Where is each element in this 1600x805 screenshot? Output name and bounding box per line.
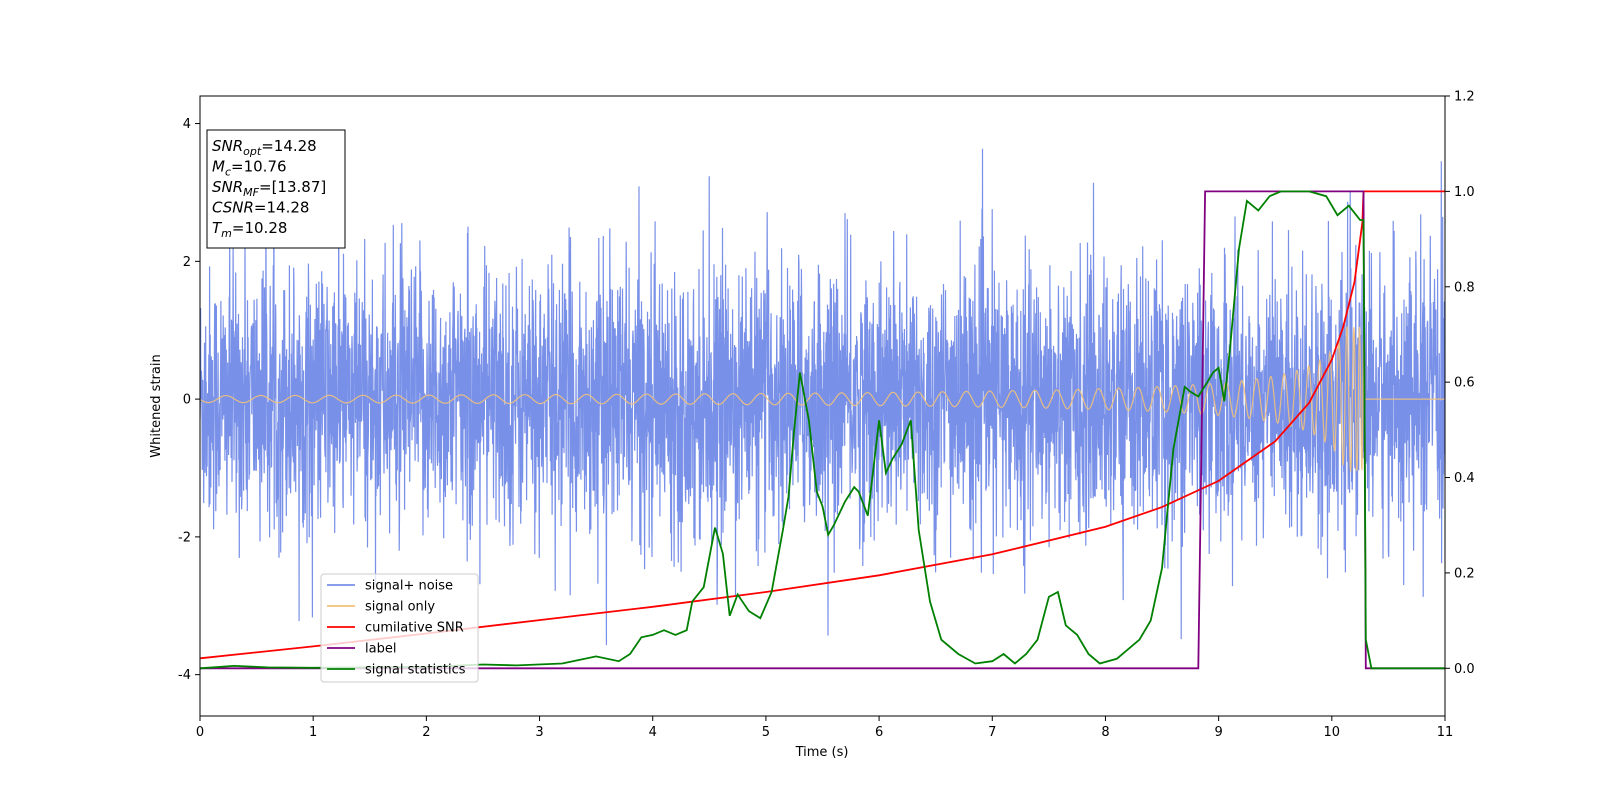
y2-tick-label: 0.2 — [1454, 566, 1475, 581]
info-box-frame — [206, 129, 346, 249]
y2-tick-label: 0.0 — [1454, 662, 1475, 677]
x-tick-label: 3 — [535, 725, 543, 740]
x-axis-label: Time (s) — [795, 745, 849, 760]
y-tick-label: -2 — [178, 530, 191, 545]
x-tick-label: 10 — [1324, 725, 1341, 740]
axes: 0 1 2 3 4 5 6 7 8 9 10 11 -4 -2 0 2 4 0.0 0.2 0.4 0.6 0.8 1.0 1… — [178, 90, 1475, 741]
info-line: SNRopt=14.28 — [212, 137, 317, 158]
x-tick-label: 5 — [762, 725, 770, 740]
y-tick-label: 4 — [183, 117, 191, 132]
legend-label: label — [365, 642, 396, 657]
y2-tick-label: 1.2 — [1454, 90, 1475, 105]
info-line: CSNR=14.28 — [212, 199, 309, 217]
y-axis-label: Whitened strain — [149, 354, 164, 457]
x-tick-label: 11 — [1437, 725, 1454, 740]
info-line: Tm=10.28 — [212, 219, 287, 240]
legend-label: cumilative SNR — [365, 621, 464, 636]
y-tick-label: 0 — [183, 393, 191, 408]
series-signal-statistics — [200, 190, 1445, 670]
y2-tick-label: 0.6 — [1454, 376, 1475, 391]
y-tick-label: -4 — [178, 668, 191, 683]
info-box: SNRopt=14.28Mc=10.76SNRMF=[13.87]CSNR=14… — [206, 129, 346, 249]
y2-tick-label: 0.4 — [1454, 471, 1475, 486]
legend-frame — [320, 573, 479, 683]
x-tick-label: 1 — [309, 725, 317, 740]
series-signal-only — [200, 325, 1445, 472]
y2-tick-label: 0.8 — [1454, 280, 1475, 295]
y2-tick-label: 1.0 — [1454, 185, 1475, 200]
info-line: SNRMF=[13.87] — [212, 178, 326, 199]
plot-frame — [199, 95, 1446, 717]
y-tick-label: 2 — [183, 255, 191, 270]
x-tick-label: 2 — [422, 725, 430, 740]
legend-label: signal statistics — [365, 663, 466, 678]
legend-label: signal only — [365, 600, 435, 615]
plot-area — [200, 148, 1445, 670]
x-tick-label: 6 — [875, 725, 883, 740]
x-tick-label: 0 — [196, 725, 204, 740]
legend: signal+ noise signal only cumilative SNR la… — [320, 573, 479, 683]
info-line: Mc=10.76 — [212, 158, 287, 179]
x-tick-label: 8 — [1101, 725, 1109, 740]
legend-label: signal+ noise — [365, 579, 453, 594]
x-tick-label: 4 — [649, 725, 657, 740]
series-cumulative-snr — [200, 190, 1445, 660]
x-tick-label: 7 — [988, 725, 996, 740]
x-tick-label: 9 — [1214, 725, 1222, 740]
